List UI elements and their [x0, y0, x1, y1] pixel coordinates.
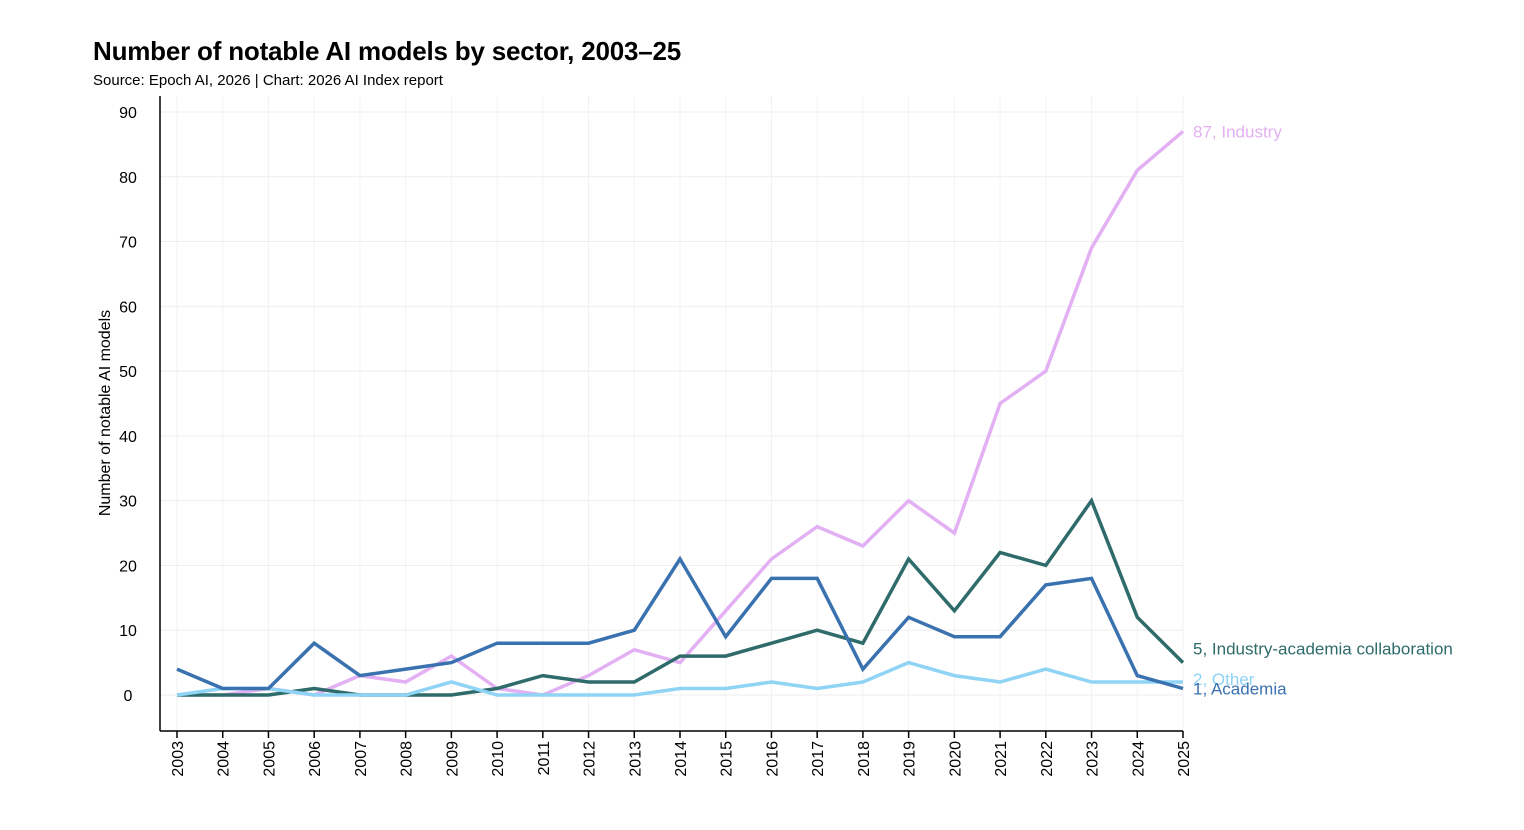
x-tick-label: 2017 — [810, 741, 827, 777]
y-tick-label: 50 — [119, 364, 137, 381]
x-tick-label: 2003 — [170, 741, 187, 777]
x-tick-label: 2024 — [1130, 741, 1147, 777]
y-tick-label: 70 — [119, 235, 137, 252]
y-tick-label: 60 — [119, 299, 137, 316]
x-tick-label: 2018 — [856, 741, 873, 777]
y-tick-label: 80 — [119, 170, 137, 187]
chart-subtitle: Source: Epoch AI, 2026 | Chart: 2026 AI … — [93, 72, 443, 89]
series-line-industry — [177, 130, 1185, 697]
series-end-labels: 87, Industry 5, Industry-academia collabo… — [1193, 122, 1453, 698]
x-tick-label: 2014 — [673, 741, 690, 777]
x-tick-label: 2012 — [582, 741, 599, 777]
y-axis-label: Number of notable AI models — [97, 310, 114, 516]
x-tick-label: 2013 — [627, 741, 644, 777]
x-tick-label: 2020 — [947, 741, 964, 777]
x-tick-label: 2025 — [1176, 741, 1193, 777]
x-tick-label: 2016 — [764, 741, 781, 777]
y-tick-label: 40 — [119, 429, 137, 446]
y-tick-label: 20 — [119, 558, 137, 575]
gridlines — [160, 96, 1184, 731]
end-label-other: 2, Other — [1193, 670, 1255, 689]
end-label-industry: 87, Industry — [1193, 122, 1282, 141]
x-tick-label: 2021 — [993, 741, 1010, 777]
x-tick-label: 2008 — [399, 741, 416, 777]
end-label-academia: 1, Academia — [1193, 680, 1287, 699]
series-lines — [176, 130, 1185, 697]
x-tick-label: 2022 — [1039, 741, 1056, 777]
y-axis-ticks: 0 10 20 30 40 50 60 70 80 90 — [119, 105, 137, 705]
end-label-industry-academia-collaboration: 5, Industry-academia collaboration — [1193, 640, 1453, 659]
y-tick-label: 10 — [119, 623, 137, 640]
x-tick-label: 2004 — [216, 741, 233, 777]
x-tick-label: 2023 — [1085, 741, 1102, 777]
series-line-other — [176, 660, 1183, 697]
x-tick-label: 2009 — [444, 741, 461, 777]
x-tick-label: 2006 — [307, 741, 324, 777]
series-line-academia — [176, 555, 1184, 691]
x-tick-label: 2005 — [261, 741, 278, 777]
y-tick-label: 0 — [124, 688, 133, 705]
x-tick-label: 2015 — [719, 741, 736, 777]
x-tick-label: 2007 — [353, 741, 370, 777]
axes — [159, 96, 1183, 732]
y-tick-label: 30 — [119, 494, 137, 511]
x-axis-ticks: 2003 2004 2005 2006 2007 2008 2009 2010 2011 2012… — [170, 731, 1193, 777]
series-line-industry-academia-collaboration — [177, 497, 1185, 697]
x-tick-label: 2011 — [536, 741, 553, 776]
x-tick-label: 2010 — [490, 741, 507, 777]
chart-title: Number of notable AI models by sector, 2… — [93, 36, 682, 66]
x-tick-label: 2019 — [902, 741, 919, 777]
y-tick-label: 90 — [119, 105, 137, 122]
